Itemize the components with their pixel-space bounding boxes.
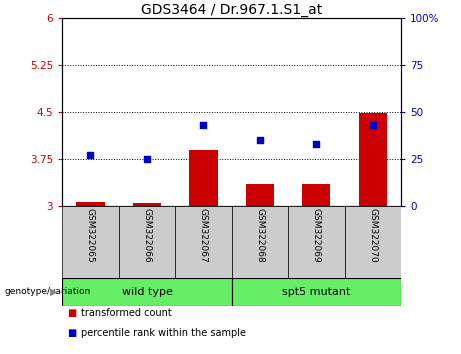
Bar (77, 202, 105, 206)
Text: transformed count: transformed count (81, 308, 171, 318)
Bar (189, 150, 218, 206)
Text: ■: ■ (67, 308, 76, 318)
Text: ▶: ▶ (50, 287, 58, 297)
Text: percentile rank within the sample: percentile rank within the sample (81, 327, 246, 338)
Text: GSM322068: GSM322068 (255, 208, 265, 263)
Bar (288, 206, 344, 278)
Title: GDS3464 / Dr.967.1.S1_at: GDS3464 / Dr.967.1.S1_at (141, 3, 322, 17)
Text: GSM322065: GSM322065 (86, 208, 95, 263)
Bar (302, 184, 331, 206)
Bar (231, 278, 401, 306)
Text: GSM322066: GSM322066 (142, 208, 152, 263)
Text: GSM322070: GSM322070 (368, 208, 378, 263)
Bar (344, 206, 401, 278)
Point (313, 141, 320, 147)
Bar (118, 206, 175, 278)
Bar (133, 203, 161, 206)
Text: GSM322067: GSM322067 (199, 208, 208, 263)
Point (200, 122, 207, 128)
Text: genotype/variation: genotype/variation (5, 287, 91, 297)
Text: spt5 mutant: spt5 mutant (282, 287, 350, 297)
Text: GSM322069: GSM322069 (312, 208, 321, 263)
Bar (246, 184, 274, 206)
Point (87, 153, 94, 158)
Text: ■: ■ (67, 327, 76, 338)
Bar (175, 206, 231, 278)
Bar (231, 206, 288, 278)
Bar (62, 206, 118, 278)
Text: wild type: wild type (122, 287, 172, 297)
Point (256, 137, 264, 143)
Point (369, 122, 377, 128)
Bar (359, 113, 387, 206)
Bar (62, 278, 231, 306)
Point (143, 156, 151, 162)
